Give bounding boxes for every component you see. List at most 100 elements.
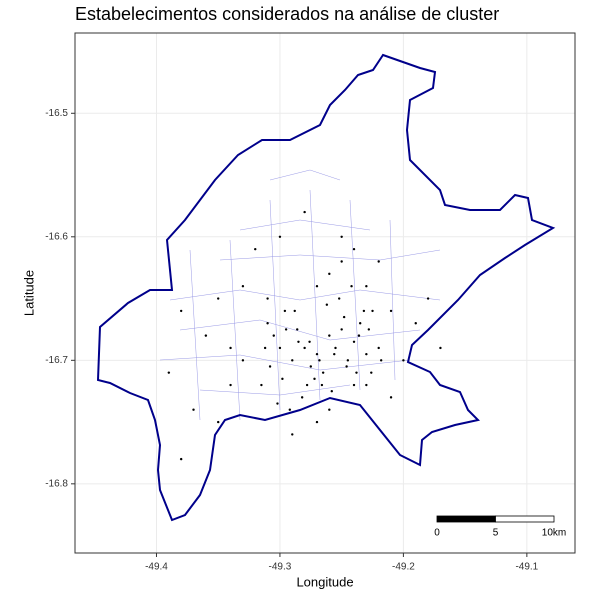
point <box>204 334 208 337</box>
point <box>330 389 333 393</box>
point <box>371 309 374 313</box>
point <box>315 352 319 356</box>
point <box>263 346 267 350</box>
point <box>293 309 296 313</box>
point <box>179 457 183 461</box>
point <box>217 297 220 300</box>
point <box>167 371 171 374</box>
point <box>340 260 343 263</box>
point <box>365 383 368 387</box>
point <box>229 383 232 387</box>
scale-bar: 0 5 10km <box>434 515 566 539</box>
x-tick-label: -49.2 <box>392 562 415 573</box>
point <box>365 352 368 356</box>
point <box>355 371 358 374</box>
point <box>300 396 304 399</box>
point <box>296 328 299 331</box>
point <box>337 297 341 300</box>
point <box>241 285 245 288</box>
scale-label: 5 <box>493 528 499 539</box>
point <box>357 334 361 337</box>
point <box>345 365 348 368</box>
point <box>254 247 257 251</box>
x-tick-label: -49.1 <box>515 562 538 573</box>
point <box>268 365 272 368</box>
point <box>321 371 325 374</box>
scale-label: 0 <box>434 528 440 539</box>
point <box>315 285 319 288</box>
y-tick-label: -16.7 <box>45 355 68 366</box>
y-tick-label: -16.5 <box>45 108 68 119</box>
point <box>192 408 195 411</box>
point <box>352 383 356 387</box>
point <box>334 346 337 350</box>
grid <box>75 33 575 553</box>
point <box>284 328 288 331</box>
point <box>179 309 183 313</box>
point <box>352 340 356 343</box>
point <box>426 297 430 300</box>
y-tick-label: -16.6 <box>45 231 68 242</box>
point <box>328 272 331 276</box>
point <box>276 402 279 405</box>
x-axis-title: Longitude <box>296 574 353 589</box>
point <box>333 352 336 356</box>
point <box>367 328 371 331</box>
point <box>362 309 366 313</box>
point <box>260 383 263 387</box>
point <box>266 322 269 325</box>
point <box>288 408 292 411</box>
point <box>291 359 294 362</box>
point <box>389 396 393 399</box>
point <box>358 322 362 325</box>
point <box>402 359 405 362</box>
scale-segment <box>436 515 496 523</box>
point <box>350 285 353 288</box>
scale-segment <box>495 515 555 523</box>
point <box>352 247 356 251</box>
y-tick-label: -16.8 <box>45 478 68 489</box>
point <box>283 309 287 313</box>
point <box>340 235 343 239</box>
point <box>389 309 393 313</box>
point <box>303 210 306 214</box>
point <box>308 340 311 343</box>
point <box>370 371 373 374</box>
point <box>365 285 368 288</box>
points <box>167 210 442 461</box>
chart-title: Estabelecimentos considerados na análise… <box>75 4 499 24</box>
point <box>217 420 220 424</box>
point <box>377 346 380 350</box>
point <box>281 377 284 381</box>
point <box>318 359 321 362</box>
point <box>297 340 300 343</box>
point <box>303 346 306 350</box>
point <box>346 359 350 362</box>
point <box>377 260 380 263</box>
point <box>414 322 417 325</box>
point <box>379 359 383 362</box>
point <box>272 334 275 337</box>
point <box>342 315 346 319</box>
point <box>313 377 316 381</box>
point <box>278 346 282 350</box>
point <box>278 235 282 239</box>
point <box>305 383 309 387</box>
point <box>320 383 324 387</box>
city-boundary <box>96 53 556 522</box>
point <box>266 297 269 300</box>
x-tick-label: -49.3 <box>269 562 292 573</box>
x-tick-label: -49.4 <box>145 562 168 573</box>
point <box>229 346 232 350</box>
point <box>340 328 343 331</box>
point <box>439 346 442 350</box>
point <box>325 303 329 306</box>
point <box>309 365 313 368</box>
point <box>241 359 245 362</box>
point <box>328 334 331 337</box>
neighborhoods <box>159 169 441 421</box>
scale-label: 10km <box>542 528 566 539</box>
point <box>291 433 294 436</box>
